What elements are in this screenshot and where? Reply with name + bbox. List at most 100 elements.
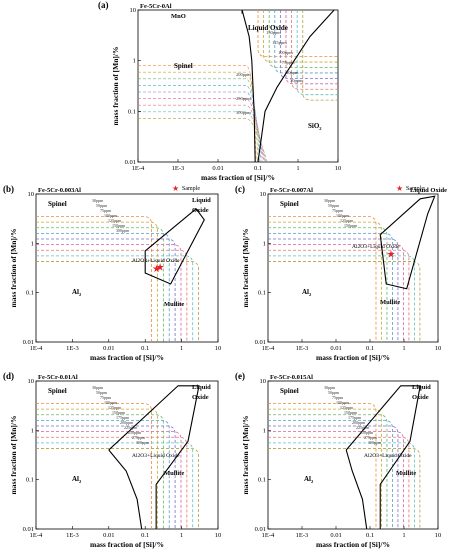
contour-label: 50ppm — [286, 70, 299, 75]
y-tick-label: 0.1 — [26, 290, 34, 297]
contour-label: 100ppm — [278, 50, 293, 55]
y-tick-label: 0.01 — [255, 339, 266, 346]
contour-label: 150ppm — [266, 30, 281, 35]
contour-label: 300ppm — [236, 110, 251, 115]
x-axis-label: mass fraction of [Si]/% — [90, 540, 164, 549]
region-mullite: Mullite — [164, 301, 184, 308]
panel-letter: (d) — [3, 371, 14, 381]
plot-frame — [138, 10, 338, 162]
region-oxide: Oxide — [412, 394, 429, 401]
x-tick-label: 0.1 — [141, 532, 149, 539]
region-oxide: Oxide — [192, 394, 209, 401]
contour-label: 30ppm — [290, 78, 303, 83]
x-axis-label: mass fraction of [Si]/% — [90, 353, 164, 362]
region-al2o3-liquid: Al2O3+Liquid Oxide — [352, 244, 400, 250]
region-liquid: Liquid — [192, 197, 211, 204]
panel-5 — [268, 381, 438, 529]
x-tick-label: 1E-3 — [172, 165, 185, 172]
y-tick-label: 10 — [28, 378, 35, 385]
contour-label: 300ppm — [368, 440, 382, 445]
legend-sample-label: Sample — [182, 186, 200, 192]
x-tick-label: 0.01 — [212, 165, 223, 172]
panel-letter: (b) — [3, 184, 14, 194]
x-axis-label: mass fraction of [Si]/% — [201, 173, 275, 182]
y-axis-label: mass fraction of [Mn]/% — [241, 416, 250, 495]
y-tick-label: 10 — [130, 7, 137, 14]
x-tick-label: 10 — [435, 345, 442, 352]
y-axis-label: mass fraction of [Mn]/% — [111, 47, 120, 126]
region-spinel: Spinel — [48, 200, 67, 208]
y-tick-label: 0.01 — [23, 526, 34, 533]
sample-marker: ★ — [386, 249, 395, 260]
contour-label: 300ppm — [116, 228, 130, 233]
x-tick-label: 1E-3 — [296, 532, 309, 539]
x-tick-label: 1E-4 — [30, 532, 43, 539]
region-liquid: Liquid — [412, 384, 431, 391]
panel-letter: (c) — [235, 184, 245, 194]
panel-title: Fe-5Cr-0.003Al — [38, 187, 81, 194]
x-tick-label: 0.01 — [103, 345, 114, 352]
region-al2o3-liquid: Al2O3+Liquid Oxide — [364, 453, 412, 459]
region-mno: MnO — [171, 13, 186, 20]
y-tick-label: 0.01 — [125, 159, 136, 166]
y-tick-label: 0.1 — [26, 477, 34, 484]
x-tick-label: 0.01 — [330, 345, 341, 352]
y-tick-label: 1 — [263, 240, 266, 247]
x-tick-label: 10 — [215, 345, 222, 352]
legend-sample-label: Sample — [406, 186, 424, 192]
y-tick-label: 0.01 — [255, 526, 266, 533]
x-tick-label: 1E-3 — [66, 532, 79, 539]
x-tick-label: 10 — [215, 532, 222, 539]
legend-sample-marker: ★ — [396, 184, 403, 193]
panel-title: Fe-5Cr-0Al — [140, 3, 172, 10]
x-tick-label: 0.01 — [103, 532, 114, 539]
panel-title: Fe-5Cr-0.015Al — [270, 374, 313, 381]
region-mullite: Mullite — [396, 470, 416, 477]
x-axis-label: mass fraction of [Si]/% — [316, 540, 390, 549]
x-tick-label: 0.01 — [330, 532, 341, 539]
y-tick-label: 0.1 — [128, 108, 136, 115]
region-liquid: Liquid — [192, 384, 211, 391]
panel-letter: (e) — [235, 371, 245, 381]
y-tick-label: 10 — [260, 191, 267, 198]
y-tick-label: 0.1 — [258, 477, 266, 484]
panel-1 — [138, 10, 338, 162]
sample-marker: ★ — [156, 263, 165, 274]
region-al2o3-liquid: Al2O3+Liquid Oxide — [132, 258, 180, 264]
x-tick-label: 0.1 — [254, 165, 262, 172]
x-tick-label: 1E-3 — [66, 345, 79, 352]
x-tick-label: 10 — [335, 165, 342, 172]
y-tick-label: 1 — [31, 427, 34, 434]
y-tick-label: 10 — [260, 378, 267, 385]
region-mullite: Mullite — [164, 470, 184, 477]
panel-title: Fe-5Cr-0.01Al — [38, 374, 78, 381]
x-tick-label: 1E-4 — [132, 165, 145, 172]
panel-3 — [268, 194, 438, 342]
x-tick-label: 1 — [402, 345, 405, 352]
panel-4 — [36, 381, 218, 529]
y-axis-label: mass fraction of [Mn]/% — [9, 416, 18, 495]
x-tick-label: 1E-4 — [30, 345, 43, 352]
region-spinel: Spinel — [174, 62, 193, 70]
x-tick-label: 0.1 — [366, 532, 374, 539]
x-tick-label: 10 — [435, 532, 442, 539]
y-tick-label: 0.01 — [23, 339, 34, 346]
contour-label: 150ppm — [344, 223, 358, 228]
contour-label: 125ppm — [272, 40, 287, 45]
x-tick-label: 1E-3 — [296, 345, 309, 352]
region-al2o3-liquid: Al2O3+Liquid Oxide — [132, 453, 180, 459]
x-tick-label: 1 — [402, 532, 405, 539]
panel-letter: (a) — [98, 0, 109, 10]
y-axis-label: mass fraction of [Mn]/% — [241, 229, 250, 308]
x-tick-label: 1 — [180, 345, 183, 352]
x-tick-label: 1E-4 — [262, 345, 275, 352]
x-tick-label: 0.1 — [141, 345, 149, 352]
x-tick-label: 1 — [180, 532, 183, 539]
y-tick-label: 1 — [133, 58, 136, 65]
x-tick-label: 1 — [296, 165, 299, 172]
contour-label: 75ppm — [282, 60, 295, 65]
contour-label: 250ppm — [236, 96, 251, 101]
y-tick-label: 0.1 — [258, 290, 266, 297]
